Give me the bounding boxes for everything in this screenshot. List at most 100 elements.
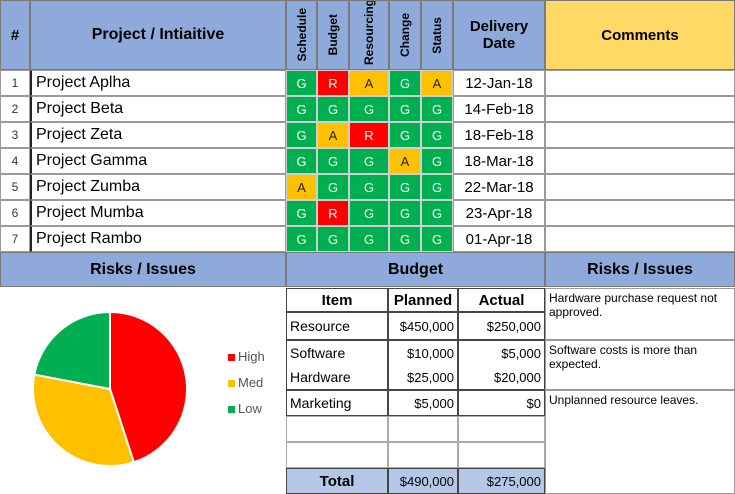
status-cell-budget: R xyxy=(317,70,349,96)
project-comment xyxy=(545,96,735,122)
project-name: Project Zeta xyxy=(30,122,286,148)
budget-empty-cell xyxy=(286,416,388,442)
status-cell-resourcing: A xyxy=(349,70,389,96)
budget-item: Hardware xyxy=(290,369,351,385)
status-cell-schedule: A xyxy=(286,174,317,200)
row-number: 6 xyxy=(0,200,30,226)
status-cell-status: A xyxy=(421,70,453,96)
delivery-date: 18-Feb-18 xyxy=(453,122,545,148)
status-cell-schedule: G xyxy=(286,148,317,174)
header-project: Project / Intiaitive xyxy=(30,0,286,70)
status-cell-budget: G xyxy=(317,96,349,122)
status-cell-change: G xyxy=(389,174,421,200)
risk-comment: Hardware purchase request not approved. xyxy=(545,288,735,340)
header-num: # xyxy=(0,0,30,70)
budget-planned: $25,000 xyxy=(407,369,454,385)
budget-planned: $450,000 xyxy=(388,312,458,340)
budget-item: Resource xyxy=(286,312,388,340)
delivery-date: 12-Jan-18 xyxy=(453,70,545,96)
budget-empty-cell xyxy=(286,442,388,468)
project-comment xyxy=(545,174,735,200)
budget-planned: $10,000 xyxy=(407,345,454,361)
legend-swatch-high xyxy=(228,354,235,361)
status-cell-status: G xyxy=(421,174,453,200)
budget-planned-group: $10,000 $25,000 xyxy=(388,340,458,390)
header-budget: Budget xyxy=(317,0,349,70)
budget-empty-cell xyxy=(388,442,458,468)
row-number: 1 xyxy=(0,70,30,96)
status-cell-change: G xyxy=(389,70,421,96)
budget-empty-cell xyxy=(458,442,545,468)
delivery-date: 14-Feb-18 xyxy=(453,96,545,122)
status-cell-status: G xyxy=(421,96,453,122)
status-cell-change: G xyxy=(389,200,421,226)
budget-item: Software xyxy=(290,345,346,361)
delivery-date: 23-Apr-18 xyxy=(453,200,545,226)
legend-label-low: Low xyxy=(238,401,262,416)
project-name: Project Rambo xyxy=(30,226,286,252)
pie-slice-med xyxy=(32,373,136,467)
project-comment xyxy=(545,70,735,96)
status-cell-budget: A xyxy=(317,122,349,148)
status-cell-resourcing: G xyxy=(349,96,389,122)
risks-issues-right-header: Risks / Issues xyxy=(545,252,735,287)
row-number: 5 xyxy=(0,174,30,200)
row-number: 3 xyxy=(0,122,30,148)
delivery-date: 01-Apr-18 xyxy=(453,226,545,252)
project-name: Project Aplha xyxy=(30,70,286,96)
row-number: 7 xyxy=(0,226,30,252)
row-number: 4 xyxy=(0,148,30,174)
header-resourcing: Resourcing xyxy=(349,0,389,70)
budget-actual-group: $5,000 $20,000 xyxy=(458,340,545,390)
status-cell-schedule: G xyxy=(286,200,317,226)
legend-label-high: High xyxy=(238,349,265,364)
status-cell-change: A xyxy=(389,148,421,174)
row-number: 2 xyxy=(0,96,30,122)
budget-total-planned: $490,000 xyxy=(388,468,458,494)
risk-pie-chart: High Med Low xyxy=(32,310,265,467)
status-cell-budget: R xyxy=(317,200,349,226)
status-cell-status: G xyxy=(421,122,453,148)
delivery-date: 22-Mar-18 xyxy=(453,174,545,200)
budget-total-label: Total xyxy=(286,468,388,494)
project-comment xyxy=(545,122,735,148)
delivery-date: 18-Mar-18 xyxy=(453,148,545,174)
legend-swatch-med xyxy=(228,380,235,387)
legend-swatch-low xyxy=(228,406,235,413)
status-cell-schedule: G xyxy=(286,226,317,252)
budget-col-item: Item xyxy=(286,288,388,312)
status-cell-status: G xyxy=(421,200,453,226)
status-cell-status: G xyxy=(421,226,453,252)
pie-slice-high xyxy=(109,310,188,464)
status-cell-change: G xyxy=(389,226,421,252)
project-name: Project Mumba xyxy=(30,200,286,226)
budget-item: Marketing xyxy=(286,390,388,416)
status-cell-resourcing: G xyxy=(349,200,389,226)
budget-actual: $5,000 xyxy=(501,345,541,361)
header-comments: Comments xyxy=(545,0,735,70)
risks-issues-left-header: Risks / Issues xyxy=(0,252,286,287)
budget-col-actual: Actual xyxy=(458,288,545,312)
status-cell-resourcing: G xyxy=(349,174,389,200)
risk-comment: Software costs is more than expected. xyxy=(545,340,735,390)
status-cell-schedule: G xyxy=(286,70,317,96)
budget-actual: $250,000 xyxy=(458,312,545,340)
header-status: Status xyxy=(421,0,453,70)
status-cell-change: G xyxy=(389,96,421,122)
budget-planned: $5,000 xyxy=(388,390,458,416)
status-cell-budget: G xyxy=(317,226,349,252)
project-name: Project Zumba xyxy=(30,174,286,200)
project-comment xyxy=(545,148,735,174)
project-name: Project Beta xyxy=(30,96,286,122)
budget-actual: $20,000 xyxy=(494,369,541,385)
project-comment xyxy=(545,226,735,252)
budget-item-group: Software Hardware xyxy=(286,340,388,390)
budget-total-actual: $275,000 xyxy=(458,468,545,494)
status-cell-resourcing: G xyxy=(349,226,389,252)
project-comment xyxy=(545,200,735,226)
status-cell-change: G xyxy=(389,122,421,148)
budget-empty-cell xyxy=(388,416,458,442)
header-change: Change xyxy=(389,0,421,70)
budget-col-planned: Planned xyxy=(388,288,458,312)
status-cell-resourcing: R xyxy=(349,122,389,148)
